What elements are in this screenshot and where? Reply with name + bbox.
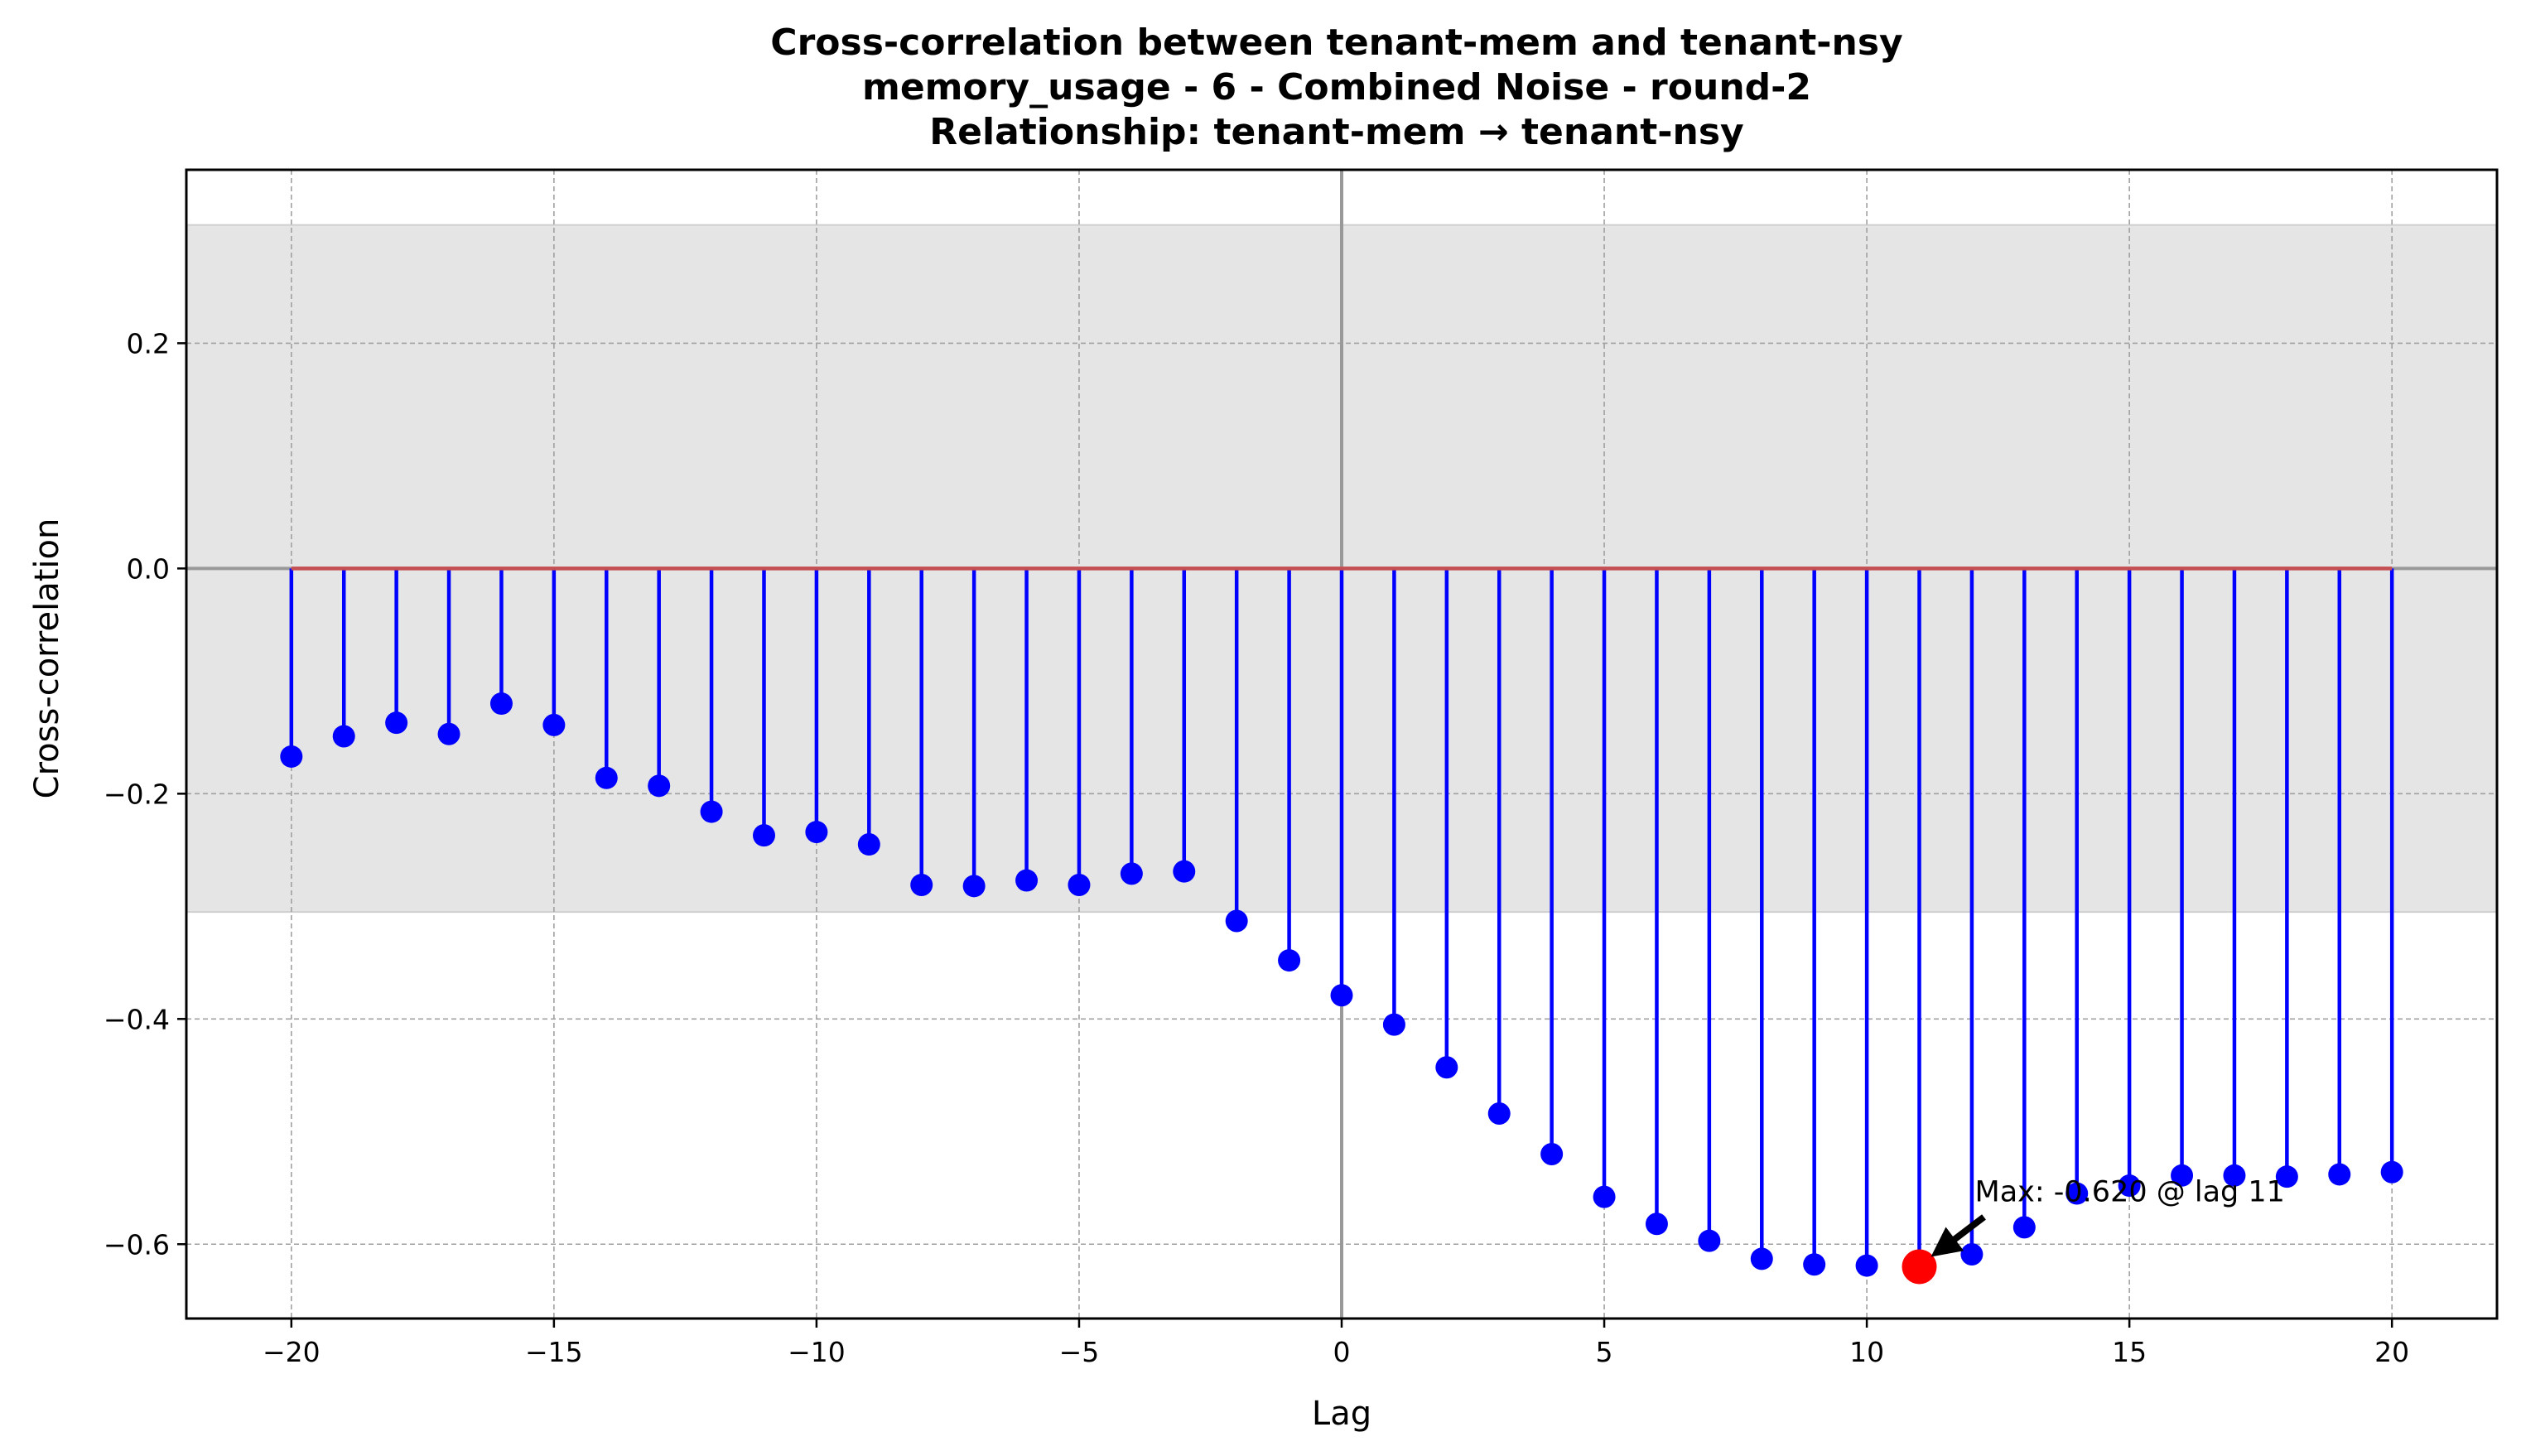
chart-title-line-3: Relationship: tenant-mem → tenant-nsy [929,111,1743,153]
stem-marker [1278,949,1301,972]
stem-marker [2275,1165,2298,1188]
y-tick-label: 0.2 [127,327,170,359]
plot-area: Max: -0.620 @ lag 11 −20 −15 −10 −5 0 5 10 15 20 −… [104,168,2499,1368]
stem-marker [1382,1013,1405,1036]
stem-marker [1698,1229,1721,1252]
stem-marker [962,875,986,898]
stem-marker [1173,860,1196,883]
stem-marker [1540,1142,1564,1165]
stem-marker [2065,1182,2089,1205]
stem-marker [1487,1102,1511,1126]
stem-marker [2118,1174,2141,1198]
stem-marker [857,833,880,856]
stem-marker [910,873,933,896]
stem-marker [280,745,303,768]
x-tick-label: 20 [2374,1336,2409,1368]
stem-marker [1750,1247,1773,1270]
max-annotation-label: Max: -0.620 @ lag 11 [1975,1176,2285,1209]
annotation-arrow-head [1931,1227,1964,1257]
stem-marker [1435,1056,1458,1079]
x-tick-label: 10 [1849,1336,1884,1368]
x-tick-label: 5 [1596,1336,1613,1368]
stem-marker [1015,869,1039,892]
x-tick-label: −10 [788,1336,846,1368]
stem-marker [1068,873,1091,896]
y-tick-label: −0.6 [104,1228,170,1261]
x-tick-label: 15 [2112,1336,2147,1368]
stem-marker [595,766,618,789]
y-tick-label: −0.4 [104,1003,170,1035]
stem-marker [2171,1164,2194,1187]
stem-marker [648,774,671,798]
stem-marker [753,824,775,847]
stem-marker [385,711,408,735]
chart-title-line-1: Cross-correlation between tenant-mem and… [770,22,1902,64]
stem-marker [805,821,828,844]
stem-marker [332,725,355,748]
stem-marker [542,713,566,736]
x-tick-label: −20 [263,1336,321,1368]
stem-marker [1225,909,1248,933]
stem-marker [1593,1185,1616,1208]
stem-marker [1330,984,1353,1007]
y-tick-label: 0.0 [127,552,170,585]
x-axis-label: Lag [1312,1395,1371,1433]
stem-marker [489,692,513,716]
stem-marker [1803,1253,1826,1276]
stem-marker [2012,1216,2036,1239]
x-tick-label: 0 [1333,1336,1351,1368]
stem-marker [1855,1254,1878,1277]
stem-marker [1645,1213,1668,1236]
x-tick-label: −5 [1059,1336,1100,1368]
stem-marker [437,722,460,745]
stem-marker [2223,1164,2246,1187]
stem-marker [2380,1160,2403,1184]
chart-title-line-2: memory_usage - 6 - Combined Noise - roun… [862,66,1811,108]
stem-marker [700,800,723,823]
x-tick-label: −15 [525,1336,583,1368]
stem-marker [1960,1242,1984,1266]
y-axis-label: Cross-correlation [28,518,66,799]
stem-marker [2328,1163,2351,1186]
stem-marker [1120,862,1143,885]
max-correlation-marker [1902,1249,1937,1285]
y-tick-label: −0.2 [104,778,170,810]
